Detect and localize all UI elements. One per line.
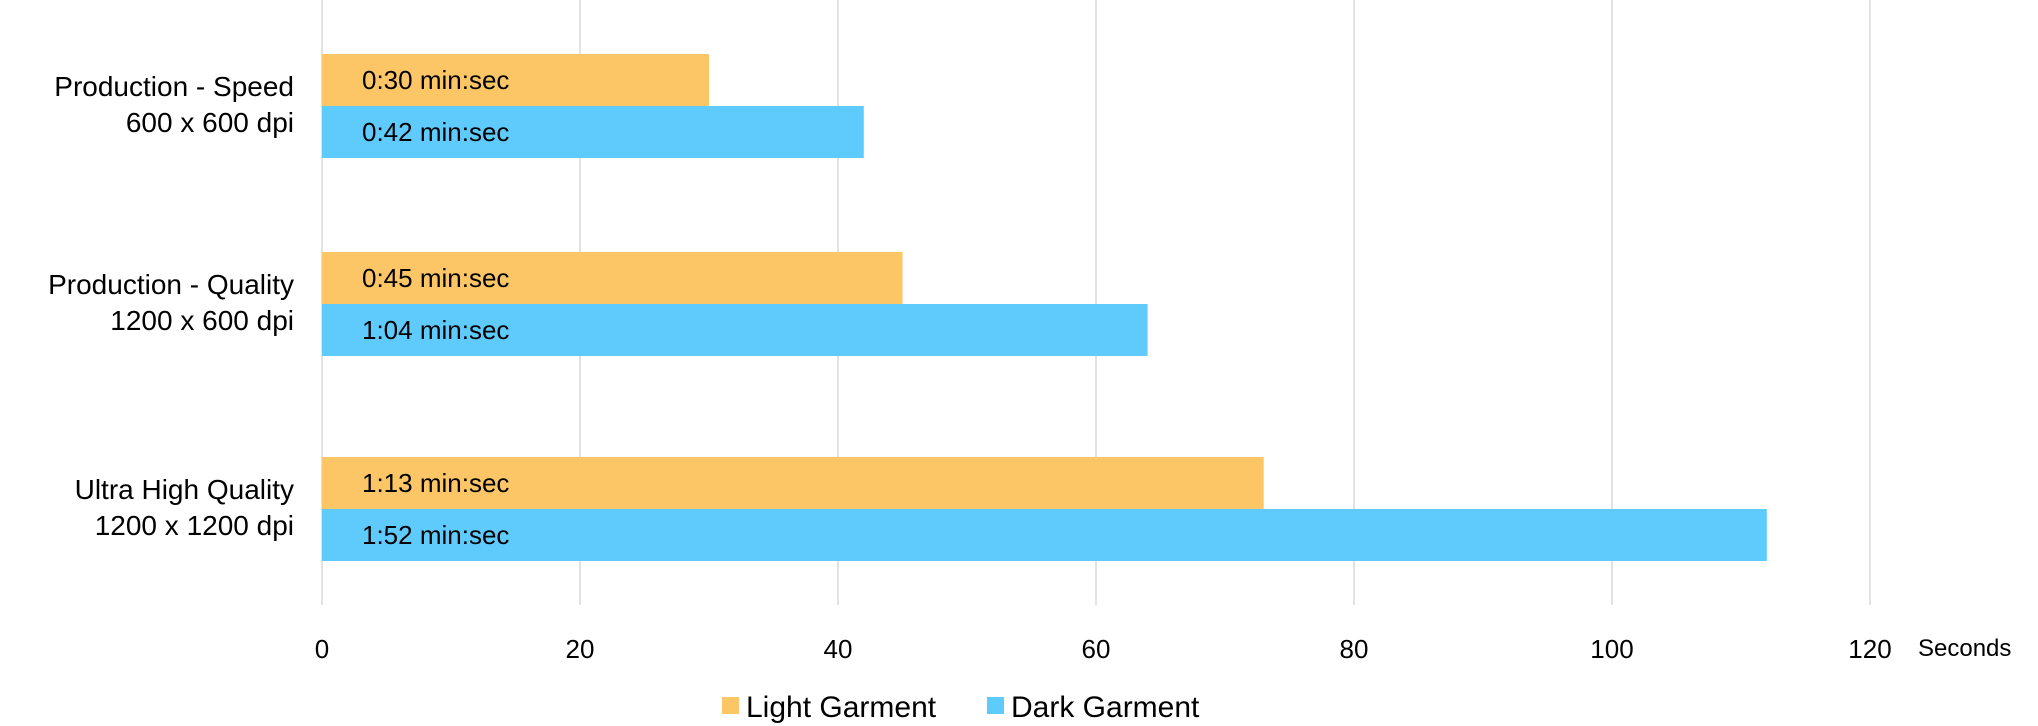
- x-tick-label: 100: [1590, 634, 1633, 664]
- x-axis-ticks: 0 20 40 60 80 100 120: [315, 634, 1892, 664]
- legend-swatch: [987, 697, 1004, 714]
- bar-value-label: 0:45 min:sec: [362, 263, 509, 293]
- category-label: 1200 x 1200 dpi: [95, 510, 294, 541]
- x-tick-label: 120: [1848, 634, 1891, 664]
- category-label: Production - Speed: [54, 71, 294, 102]
- category-label: Ultra High Quality: [75, 474, 294, 505]
- x-tick-label: 20: [566, 634, 595, 664]
- category-label: 1200 x 600 dpi: [110, 305, 294, 336]
- x-tick-label: 40: [824, 634, 853, 664]
- bar-light-garment: [322, 457, 1264, 509]
- bar-light-garment: [322, 252, 903, 304]
- bar-light-garment: [322, 54, 709, 106]
- bar-value-label: 1:04 min:sec: [362, 315, 509, 345]
- bar-dark-garment: [322, 304, 1148, 356]
- legend-label: Dark Garment: [1011, 691, 1200, 724]
- bar-value-label: 1:13 min:sec: [362, 468, 509, 498]
- bar-labels: 0:30 min:sec 0:42 min:sec 0:45 min:sec 1:04…: [362, 65, 509, 550]
- bar-dark-garment: [322, 106, 864, 158]
- bar-dark-garment: [322, 509, 1767, 561]
- x-tick-label: 60: [1082, 634, 1111, 664]
- bar-value-label: 0:42 min:sec: [362, 117, 509, 147]
- category-label: 600 x 600 dpi: [126, 107, 294, 138]
- x-tick-label: 0: [315, 634, 329, 664]
- bars: [322, 54, 1767, 561]
- legend-label: Light Garment: [746, 691, 937, 724]
- legend-swatch: [722, 697, 739, 714]
- category-label: Production - Quality: [48, 269, 294, 300]
- legend: Light Garment Dark Garment: [722, 691, 1200, 724]
- x-axis-unit-label: Seconds: [1918, 635, 2011, 662]
- bar-value-label: 0:30 min:sec: [362, 65, 509, 95]
- bar-value-label: 1:52 min:sec: [362, 520, 509, 550]
- x-tick-label: 80: [1340, 634, 1369, 664]
- category-labels: Production - Speed 600 x 600 dpi Productio…: [48, 71, 294, 541]
